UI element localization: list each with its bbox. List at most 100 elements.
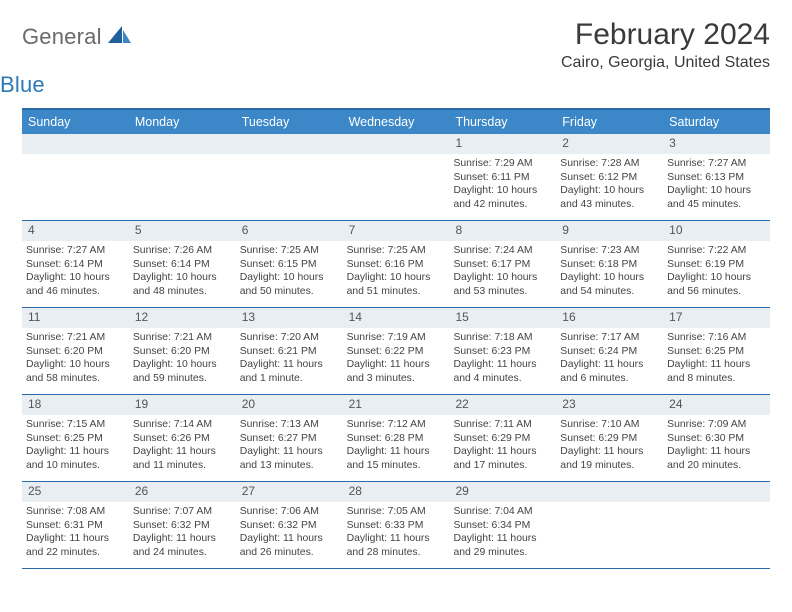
daylight-line: Daylight: 11 hours and 1 minute. (240, 358, 339, 385)
calendar-cell: 24 Sunrise: 7:09 AMSunset: 6:30 PMDayligh… (663, 395, 770, 481)
calendar-cell: 19Sunrise: 7:14 AMSunset: 6:26 PMDayligh… (129, 395, 236, 481)
calendar-cell: 15Sunrise: 7:18 AMSunset: 6:23 PMDayligh… (449, 308, 556, 394)
daylight-line: Daylight: 11 hours and 6 minutes. (560, 358, 659, 385)
day-number-bar: 14 (343, 308, 450, 328)
day-number: 29 (455, 484, 468, 498)
day-number-bar (22, 134, 129, 154)
sunrise-line: Sunrise: 7:28 AM (560, 157, 659, 171)
calendar-cell (236, 134, 343, 220)
day-number: 21 (349, 397, 362, 411)
daylight-line: Daylight: 11 hours and 26 minutes. (240, 532, 339, 559)
calendar-cell: 28Sunrise: 7:05 AMSunset: 6:33 PMDayligh… (343, 482, 450, 568)
calendar-week-row: 18Sunrise: 7:15 AMSunset: 6:25 PMDayligh… (22, 395, 770, 482)
day-number-bar: 22 (449, 395, 556, 415)
calendar-cell: 18Sunrise: 7:15 AMSunset: 6:25 PMDayligh… (22, 395, 129, 481)
day-number-bar (129, 134, 236, 154)
calendar-cell (663, 482, 770, 568)
sunset-line: Sunset: 6:19 PM (667, 258, 766, 272)
day-number-bar: 24 (663, 395, 770, 415)
daylight-line: Daylight: 11 hours and 13 minutes. (240, 445, 339, 472)
day-header-cell: Thursday (449, 110, 556, 134)
calendar-cell: 22Sunrise: 7:11 AMSunset: 6:29 PMDayligh… (449, 395, 556, 481)
day-number (28, 136, 31, 150)
sunrise-line: Sunrise: 7:06 AM (240, 505, 339, 519)
sunrise-line: Sunrise: 7:20 AM (240, 331, 339, 345)
page-subtitle: Cairo, Georgia, United States (561, 54, 770, 72)
day-number-bar: 13 (236, 308, 343, 328)
day-number-bar: 18 (22, 395, 129, 415)
day-number (242, 136, 245, 150)
day-number-bar: 29 (449, 482, 556, 502)
sunset-line: Sunset: 6:27 PM (240, 432, 339, 446)
sunrise-line: Sunrise: 7:29 AM (453, 157, 552, 171)
day-number-bar: 9 (556, 221, 663, 241)
calendar-cell: 25Sunrise: 7:08 AMSunset: 6:31 PMDayligh… (22, 482, 129, 568)
calendar-cell: 9Sunrise: 7:23 AMSunset: 6:18 PMDaylight… (556, 221, 663, 307)
calendar-cell (343, 134, 450, 220)
daylight-line: Daylight: 10 hours and 53 minutes. (453, 271, 552, 298)
sunrise-line: Sunrise: 7:04 AM (453, 505, 552, 519)
sunrise-line: Sunrise: 7:21 AM (26, 331, 125, 345)
logo-word-general: General (22, 24, 102, 49)
day-number-bar: 4 (22, 221, 129, 241)
day-number-bar: 16 (556, 308, 663, 328)
calendar-cell: 11Sunrise: 7:21 AMSunset: 6:20 PMDayligh… (22, 308, 129, 394)
calendar-cell: 21Sunrise: 7:12 AMSunset: 6:28 PMDayligh… (343, 395, 450, 481)
sunset-line: Sunset: 6:14 PM (26, 258, 125, 272)
sunrise-line: Sunrise: 7:16 AM (667, 331, 766, 345)
day-number-bar (556, 482, 663, 502)
calendar-cell: 23Sunrise: 7:10 AMSunset: 6:29 PMDayligh… (556, 395, 663, 481)
daylight-line: Daylight: 10 hours and 42 minutes. (453, 184, 552, 211)
sunset-line: Sunset: 6:33 PM (347, 519, 446, 533)
day-number: 1 (455, 136, 462, 150)
sunrise-line: Sunrise: 7:24 AM (453, 244, 552, 258)
sunset-line: Sunset: 6:11 PM (453, 171, 552, 185)
day-number: 8 (455, 223, 462, 237)
sunset-line: Sunset: 6:25 PM (667, 345, 766, 359)
day-number: 3 (669, 136, 676, 150)
daylight-line: Daylight: 10 hours and 51 minutes. (347, 271, 446, 298)
daylight-line: Daylight: 10 hours and 43 minutes. (560, 184, 659, 211)
sunset-line: Sunset: 6:22 PM (347, 345, 446, 359)
sunset-line: Sunset: 6:31 PM (26, 519, 125, 533)
calendar-cell: 27Sunrise: 7:06 AMSunset: 6:32 PMDayligh… (236, 482, 343, 568)
sunset-line: Sunset: 6:13 PM (667, 171, 766, 185)
day-number: 5 (135, 223, 142, 237)
sunrise-line: Sunrise: 7:09 AM (667, 418, 766, 432)
daylight-line: Daylight: 10 hours and 46 minutes. (26, 271, 125, 298)
day-number: 20 (242, 397, 255, 411)
calendar-week-row: 25Sunrise: 7:08 AMSunset: 6:31 PMDayligh… (22, 482, 770, 569)
daylight-line: Daylight: 11 hours and 22 minutes. (26, 532, 125, 559)
day-number: 9 (562, 223, 569, 237)
sunset-line: Sunset: 6:20 PM (133, 345, 232, 359)
sunrise-line: Sunrise: 7:15 AM (26, 418, 125, 432)
daylight-line: Daylight: 10 hours and 59 minutes. (133, 358, 232, 385)
daylight-line: Daylight: 10 hours and 56 minutes. (667, 271, 766, 298)
calendar-cell: 26Sunrise: 7:07 AMSunset: 6:32 PMDayligh… (129, 482, 236, 568)
daylight-line: Daylight: 10 hours and 50 minutes. (240, 271, 339, 298)
day-header-cell: Saturday (663, 110, 770, 134)
page-title: February 2024 (561, 18, 770, 52)
sunset-line: Sunset: 6:21 PM (240, 345, 339, 359)
day-number: 25 (28, 484, 41, 498)
calendar-cell (129, 134, 236, 220)
sunrise-line: Sunrise: 7:25 AM (347, 244, 446, 258)
day-number-bar: 12 (129, 308, 236, 328)
daylight-line: Daylight: 11 hours and 8 minutes. (667, 358, 766, 385)
calendar-cell: 5Sunrise: 7:26 AMSunset: 6:14 PMDaylight… (129, 221, 236, 307)
day-number-bar: 1 (449, 134, 556, 154)
day-header-cell: Wednesday (343, 110, 450, 134)
calendar: Sunday Monday Tuesday Wednesday Thursday… (22, 108, 770, 569)
day-number-bar (236, 134, 343, 154)
calendar-cell: 20Sunrise: 7:13 AMSunset: 6:27 PMDayligh… (236, 395, 343, 481)
sunrise-line: Sunrise: 7:07 AM (133, 505, 232, 519)
calendar-cell: 10Sunrise: 7:22 AMSunset: 6:19 PMDayligh… (663, 221, 770, 307)
sunset-line: Sunset: 6:26 PM (133, 432, 232, 446)
sunset-line: Sunset: 6:30 PM (667, 432, 766, 446)
day-number: 15 (455, 310, 468, 324)
daylight-line: Daylight: 11 hours and 29 minutes. (453, 532, 552, 559)
daylight-line: Daylight: 11 hours and 20 minutes. (667, 445, 766, 472)
sunrise-line: Sunrise: 7:05 AM (347, 505, 446, 519)
sunset-line: Sunset: 6:34 PM (453, 519, 552, 533)
calendar-cell (22, 134, 129, 220)
